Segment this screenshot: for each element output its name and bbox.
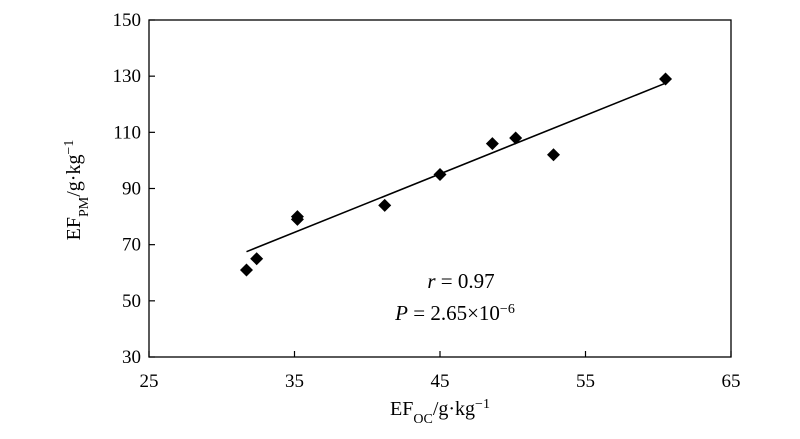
r-annotation: r = 0.97 (427, 269, 494, 293)
x-tick-labels: 25 35 45 55 65 (140, 371, 741, 392)
data-point-diamond (509, 131, 523, 145)
x-axis-label: EFOC/g·kg−1 (390, 397, 490, 427)
data-point-diamond (433, 167, 447, 181)
tick-marks (148, 19, 732, 358)
y-tick-label: 150 (113, 10, 142, 31)
data-point-diamond (250, 252, 264, 266)
x-tick-label: 35 (285, 371, 304, 392)
x-tick-label: 55 (576, 371, 595, 392)
data-point-diamond (239, 263, 253, 277)
y-tick-label: 110 (113, 122, 141, 143)
x-tick-label: 65 (722, 371, 741, 392)
p-annotation: P = 2.65×10−6 (394, 301, 515, 325)
data-point-diamond (659, 72, 673, 86)
y-tick-label: 70 (122, 235, 141, 256)
y-tick-label: 50 (122, 291, 141, 312)
data-points (239, 72, 673, 277)
data-point-diamond (378, 198, 392, 212)
regression-line (246, 82, 666, 253)
data-point-diamond (485, 137, 499, 151)
y-tick-labels: 30 50 70 90 110 130 150 (113, 10, 142, 368)
data-point-diamond (290, 210, 304, 224)
x-tick-label: 25 (140, 371, 159, 392)
y-tick-label: 90 (122, 179, 141, 200)
data-point-diamond (546, 148, 560, 162)
x-tick-label: 45 (431, 371, 450, 392)
y-tick-label: 130 (113, 66, 142, 87)
y-tick-label: 30 (122, 347, 141, 368)
y-axis-label: EFPM/g·kg−1 (62, 140, 92, 241)
